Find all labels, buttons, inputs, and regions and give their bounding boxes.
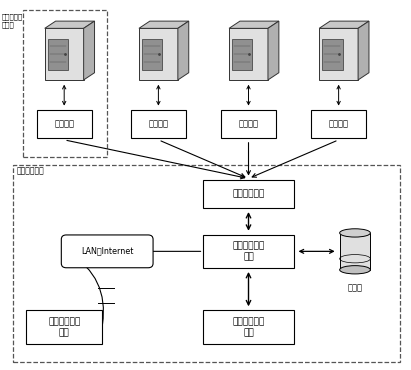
Polygon shape — [229, 21, 279, 28]
Ellipse shape — [339, 229, 370, 237]
Polygon shape — [45, 21, 95, 28]
Ellipse shape — [339, 266, 370, 274]
Text: 次同步振荡
抑制器: 次同步振荡 抑制器 — [2, 14, 23, 28]
Text: 设备模块: 设备模块 — [329, 120, 349, 129]
Text: LAN或Internet: LAN或Internet — [81, 247, 134, 256]
Polygon shape — [339, 233, 370, 270]
FancyBboxPatch shape — [26, 310, 102, 343]
FancyBboxPatch shape — [61, 235, 153, 268]
Polygon shape — [139, 21, 189, 28]
Polygon shape — [358, 21, 369, 80]
Polygon shape — [139, 28, 178, 80]
FancyBboxPatch shape — [37, 110, 92, 138]
Polygon shape — [229, 28, 268, 80]
Text: 远程监控界面
模块: 远程监控界面 模块 — [48, 317, 80, 337]
Text: 本地监控界面
模块: 本地监控界面 模块 — [232, 317, 265, 337]
Polygon shape — [84, 21, 95, 80]
FancyBboxPatch shape — [203, 181, 293, 208]
Text: 设备模块: 设备模块 — [238, 120, 259, 129]
Polygon shape — [178, 21, 189, 80]
FancyBboxPatch shape — [203, 310, 293, 343]
FancyBboxPatch shape — [203, 235, 293, 268]
Polygon shape — [322, 38, 342, 70]
FancyBboxPatch shape — [311, 110, 366, 138]
Text: 设备模块: 设备模块 — [148, 120, 169, 129]
FancyBboxPatch shape — [131, 110, 186, 138]
FancyBboxPatch shape — [221, 110, 276, 138]
Text: 数据综合处理
模块: 数据综合处理 模块 — [232, 241, 265, 261]
Polygon shape — [319, 28, 358, 80]
Text: 无线通讯模块: 无线通讯模块 — [232, 190, 265, 199]
Polygon shape — [319, 21, 369, 28]
Polygon shape — [142, 38, 162, 70]
Text: 数据库: 数据库 — [348, 283, 363, 292]
Polygon shape — [268, 21, 279, 80]
Text: 综合监控装置: 综合监控装置 — [17, 166, 45, 176]
Polygon shape — [48, 38, 68, 70]
Polygon shape — [232, 38, 252, 70]
Polygon shape — [45, 28, 84, 80]
Text: 设备模块: 设备模块 — [54, 120, 74, 129]
